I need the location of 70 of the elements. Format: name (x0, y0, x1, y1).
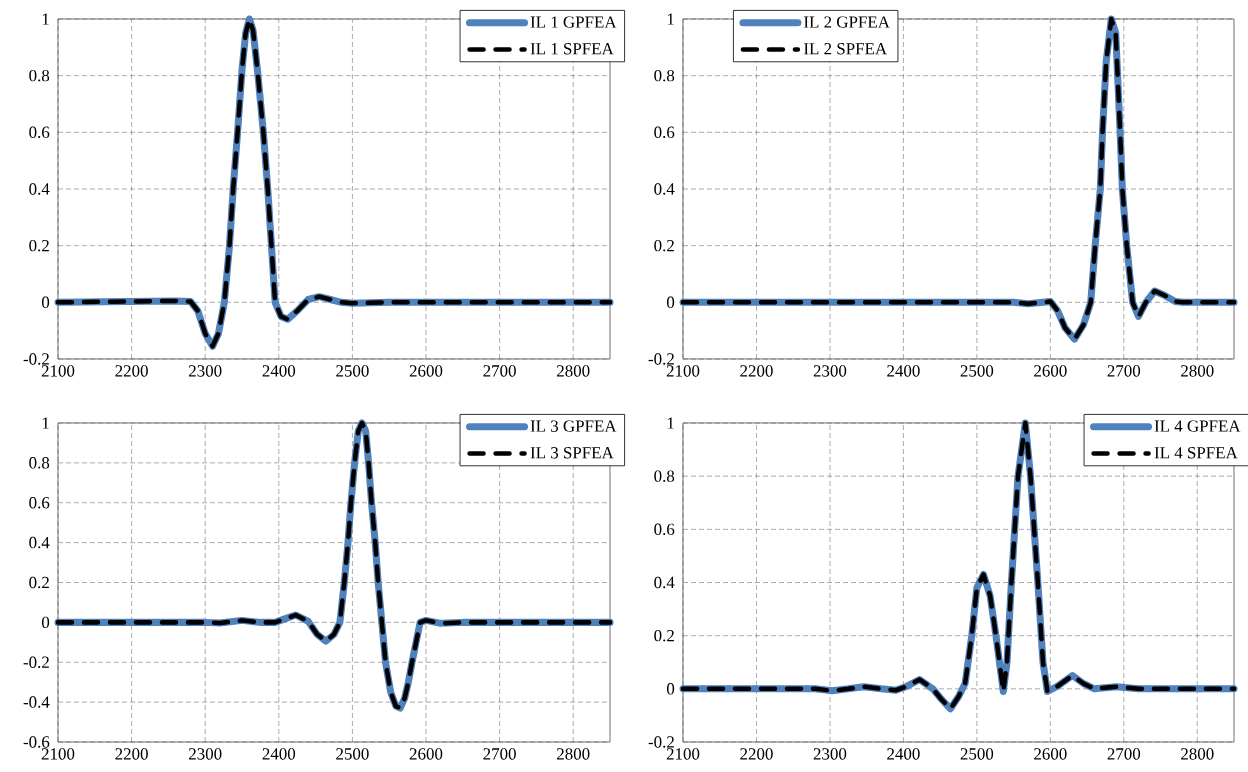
y-tick-label: 0.2 (654, 239, 674, 252)
x-tick-label: 2600 (1034, 365, 1067, 377)
x-tick-label: 2300 (813, 748, 847, 760)
x-tick-label: 2700 (483, 365, 516, 377)
y-tick-label: 0.6 (654, 126, 675, 139)
x-tick-label: 2200 (115, 748, 148, 760)
x-tick-label: 2100 (41, 365, 75, 377)
legend-label: IL 1 GPFEA (530, 16, 617, 28)
y-tick-label: 0.8 (654, 470, 675, 482)
y-tick-label: -0.4 (23, 696, 50, 708)
x-tick-label: 2800 (1181, 365, 1214, 377)
x-tick-label: 2100 (666, 365, 700, 377)
x-tick-label: 2500 (960, 748, 994, 760)
y-tick-label: 1 (42, 417, 49, 429)
y-tick-label: 0.4 (654, 576, 675, 589)
x-tick-label: 2500 (960, 365, 994, 377)
x-tick-label: 2700 (1107, 365, 1141, 377)
y-tick-label: 0 (666, 683, 675, 695)
y-tick-label: 0.6 (654, 523, 675, 536)
x-tick-label: 2400 (887, 365, 920, 377)
legend-label: IL 1 SPFEA (530, 43, 614, 55)
x-tick-label: 2300 (189, 748, 222, 760)
y-tick-label: 0.2 (29, 239, 49, 252)
legend-label: IL 4 SPFEA (1154, 447, 1238, 459)
x-tick-label: 2500 (336, 365, 369, 377)
y-tick-label: 0 (666, 296, 675, 309)
x-tick-label: 2400 (887, 748, 920, 760)
y-tick-label: 0.2 (29, 576, 49, 589)
y-tick-label: -0.6 (23, 736, 50, 748)
y-tick-label: 0 (41, 296, 50, 309)
y-tick-label: 0.6 (29, 496, 50, 509)
y-tick-label: 1 (667, 417, 674, 429)
x-tick-label: 2200 (740, 748, 773, 760)
x-tick-label: 2600 (409, 748, 443, 760)
x-tick-label: 2800 (1181, 748, 1214, 760)
y-tick-label: 1 (42, 13, 49, 25)
y-tick-label: -0.2 (648, 353, 674, 365)
y-tick-label: 0.8 (29, 457, 50, 469)
x-tick-label: 2200 (115, 365, 148, 377)
x-tick-label: 2500 (336, 748, 369, 760)
x-tick-label: 2400 (262, 748, 296, 760)
y-tick-label: 0.4 (29, 183, 50, 195)
x-tick-label: 2100 (41, 748, 75, 760)
x-tick-label: 2300 (189, 365, 222, 377)
x-tick-label: 2100 (666, 748, 700, 760)
x-tick-label: 2800 (557, 365, 590, 377)
y-tick-label: -0.2 (23, 656, 49, 668)
x-tick-label: 2800 (557, 748, 590, 760)
y-tick-label: -0.2 (648, 736, 674, 748)
y-tick-label: 0.8 (654, 69, 675, 82)
y-tick-label: 0.6 (29, 126, 50, 139)
x-tick-label: 2200 (740, 365, 773, 377)
y-tick-label: 0.2 (654, 629, 674, 642)
y-tick-label: 0.8 (29, 69, 50, 82)
y-tick-label: -0.2 (23, 353, 49, 365)
x-tick-label: 2300 (813, 365, 847, 377)
y-tick-label: 0.4 (654, 183, 675, 195)
legend-label: IL 2 GPFEA (804, 16, 890, 28)
x-tick-label: 2600 (1034, 748, 1067, 760)
y-tick-label: 1 (667, 13, 674, 25)
y-tick-label: 0.4 (29, 536, 50, 549)
x-tick-label: 2600 (409, 365, 443, 377)
legend-label: IL 2 SPFEA (804, 43, 888, 55)
legend-label: IL 4 GPFEA (1154, 420, 1241, 432)
x-tick-label: 2700 (1107, 748, 1141, 760)
legend-label: IL 3 GPFEA (530, 420, 617, 432)
x-tick-label: 2400 (262, 365, 296, 377)
x-tick-label: 2700 (483, 748, 516, 760)
legend-label: IL 3 SPFEA (530, 447, 614, 459)
y-tick-label: 0 (41, 616, 50, 629)
